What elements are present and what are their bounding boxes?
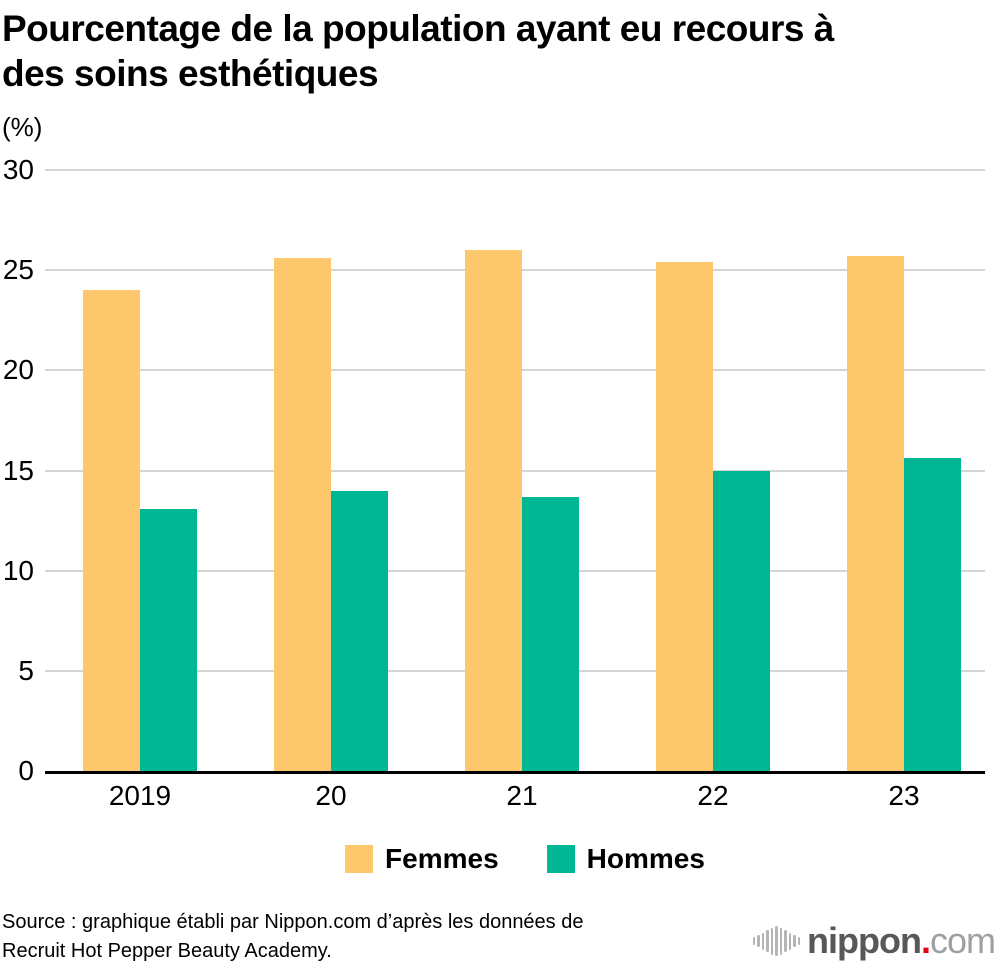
soundwave-bar-9 <box>788 932 792 950</box>
chart-title: Pourcentage de la population ayant eu re… <box>2 6 834 96</box>
x-tick-label-2019: 2019 <box>108 780 172 811</box>
bar-femmes-23 <box>847 256 904 771</box>
bar-femmes-20 <box>274 258 331 771</box>
soundwave-bar-1 <box>752 937 756 945</box>
source-note: Source : graphique établi par Nippon.com… <box>2 908 583 966</box>
chart-title-line-2: des soins esthétiques <box>2 53 379 94</box>
logo-tld-text: com <box>929 920 996 961</box>
x-tick-label-20: 20 <box>315 780 347 811</box>
y-tick-label-20: 20 <box>2 354 34 386</box>
bar-hommes-22 <box>713 470 770 771</box>
soundwave-bar-5 <box>770 927 774 955</box>
y-tick-label-10: 10 <box>2 554 34 586</box>
bar-hommes-21 <box>522 496 579 771</box>
soundwave-bar-2 <box>757 935 760 947</box>
nippon-com-logo: nippon.com <box>752 920 996 961</box>
soundwave-bar-8 <box>784 930 787 952</box>
bar-femmes-21 <box>465 250 522 771</box>
soundwave-bar-10 <box>793 935 796 947</box>
bar-femmes-2019 <box>83 290 140 771</box>
logo-brand-text: nippon <box>807 920 922 961</box>
y-tick-label-5: 5 <box>18 654 34 686</box>
x-tick-label-21: 21 <box>506 780 538 811</box>
legend-swatch-femmes <box>345 845 374 873</box>
soundwave-bar-4 <box>766 930 769 952</box>
chart-legend: Femmes Hommes <box>345 843 705 875</box>
bar-hommes-20 <box>331 490 388 771</box>
bar-chart-plot-area <box>45 169 985 774</box>
bar-hommes-23 <box>904 458 961 771</box>
y-tick-label-0: 0 <box>18 755 34 786</box>
chart-title-line-1: Pourcentage de la population ayant eu re… <box>2 8 834 49</box>
y-axis-tick-labels: 0 5 10 15 20 25 30 <box>0 155 34 786</box>
source-note-line-1: Source : graphique établi par Nippon.com… <box>2 911 584 933</box>
soundwave-icon <box>752 924 801 958</box>
soundwave-bar-3 <box>761 932 765 950</box>
source-note-line-2: Recruit Hot Pepper Beauty Academy. <box>2 940 332 962</box>
x-tick-label-23: 23 <box>888 780 920 811</box>
legend-item-hommes: Hommes <box>546 843 705 875</box>
nippon-logo-text: nippon.com <box>807 920 996 961</box>
y-tick-label-30: 30 <box>2 154 34 185</box>
soundwave-bar-11 <box>797 937 801 945</box>
y-tick-label-15: 15 <box>2 454 34 486</box>
y-tick-label-25: 25 <box>2 254 34 286</box>
legend-label-femmes: Femmes <box>385 843 499 874</box>
bar-femmes-22 <box>656 262 713 771</box>
legend-swatch-hommes <box>546 845 575 873</box>
logo-dot: . <box>920 920 931 961</box>
soundwave-bar-7 <box>779 927 783 955</box>
soundwave-bar-6 <box>775 926 778 956</box>
x-axis-tick-labels: 2019 20 21 22 23 <box>45 780 985 816</box>
y-axis-unit-label: (%) <box>2 112 43 142</box>
legend-item-femmes: Femmes <box>345 843 499 875</box>
x-tick-label-22: 22 <box>697 780 729 811</box>
bar-hommes-2019 <box>140 508 197 771</box>
legend-label-hommes: Hommes <box>586 843 705 874</box>
gridline-30 <box>45 169 985 171</box>
